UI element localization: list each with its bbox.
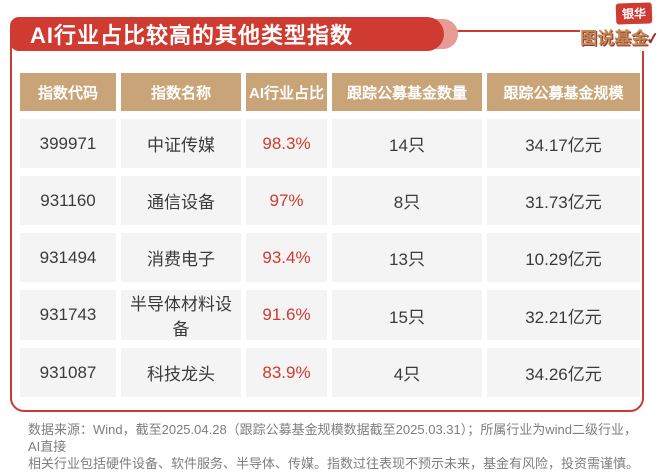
fund-count-cell: 13只	[332, 233, 482, 282]
index-name-cell: 中证传媒	[121, 119, 241, 168]
brand-name: 图说基金	[580, 29, 649, 48]
index-name-cell: 半导体材料设备	[121, 290, 241, 340]
header-cell-index-code: 指数代码	[20, 73, 116, 111]
ai-ratio-cell: 97%	[246, 176, 327, 225]
index-name-cell: 消费电子	[121, 233, 241, 282]
fund-scale-cell: 34.17亿元	[487, 119, 640, 168]
brand-name-row: 图说基金✓	[580, 24, 660, 49]
index-name-cell: 通信设备	[121, 176, 241, 225]
index-code-cell: 931160	[20, 176, 116, 225]
fund-count-cell: 14只	[332, 119, 482, 168]
index-table-container: 指数代码 指数名称 AI行业占比 跟踪公募基金数量 跟踪公募基金规模 39997…	[15, 65, 645, 405]
index-code-cell: 931494	[20, 233, 116, 282]
fund-scale-cell: 34.26亿元	[487, 348, 640, 397]
table-row: 931087 科技龙头 83.9% 4只 34.26亿元	[20, 348, 640, 397]
page-title-banner: AI行业占比较高的其他类型指数	[10, 17, 444, 51]
header-cell-fund-count: 跟踪公募基金数量	[332, 73, 482, 111]
table-row: 931494 消费电子 93.4% 13只 10.29亿元	[20, 233, 640, 282]
footer-line-1: 数据来源：Wind，截至2025.04.28（跟踪公募基金规模数据截至2025.…	[28, 422, 637, 454]
table-header-row: 指数代码 指数名称 AI行业占比 跟踪公募基金数量 跟踪公募基金规模	[20, 73, 640, 111]
ai-ratio-cell: 83.9%	[246, 348, 327, 397]
table-row: 931160 通信设备 97% 8只 31.73亿元	[20, 176, 640, 225]
fund-count-cell: 15只	[332, 290, 482, 340]
header-cell-ai-ratio: AI行业占比	[246, 73, 327, 111]
ai-ratio-cell: 93.4%	[246, 233, 327, 282]
ai-ratio-cell: 91.6%	[246, 290, 327, 340]
index-code-cell: 931087	[20, 348, 116, 397]
header-cell-fund-scale: 跟踪公募基金规模	[487, 73, 640, 111]
brand-logo: 银华 图说基金✓	[580, 2, 660, 51]
index-code-cell: 399971	[20, 119, 116, 168]
fund-count-cell: 8只	[332, 176, 482, 225]
fund-scale-cell: 31.73亿元	[487, 176, 640, 225]
checkmark-icon: ✓	[645, 30, 660, 49]
ai-ratio-cell: 98.3%	[246, 119, 327, 168]
footer-note: 数据来源：Wind，截至2025.04.28（跟踪公募基金规模数据截至2025.…	[28, 421, 640, 472]
index-code-cell: 931743	[20, 290, 116, 340]
fund-scale-cell: 32.21亿元	[487, 290, 640, 340]
index-name-cell: 科技龙头	[121, 348, 241, 397]
table-row: 399971 中证传媒 98.3% 14只 34.17亿元	[20, 119, 640, 168]
brand-badge: 银华	[615, 2, 653, 25]
page-title: AI行业占比较高的其他类型指数	[30, 23, 354, 48]
index-table: 指数代码 指数名称 AI行业占比 跟踪公募基金数量 跟踪公募基金规模 39997…	[15, 65, 645, 405]
fund-count-cell: 4只	[332, 348, 482, 397]
fund-scale-cell: 10.29亿元	[487, 233, 640, 282]
header-cell-index-name: 指数名称	[121, 73, 241, 111]
table-row: 931743 半导体材料设备 91.6% 15只 32.21亿元	[20, 290, 640, 340]
